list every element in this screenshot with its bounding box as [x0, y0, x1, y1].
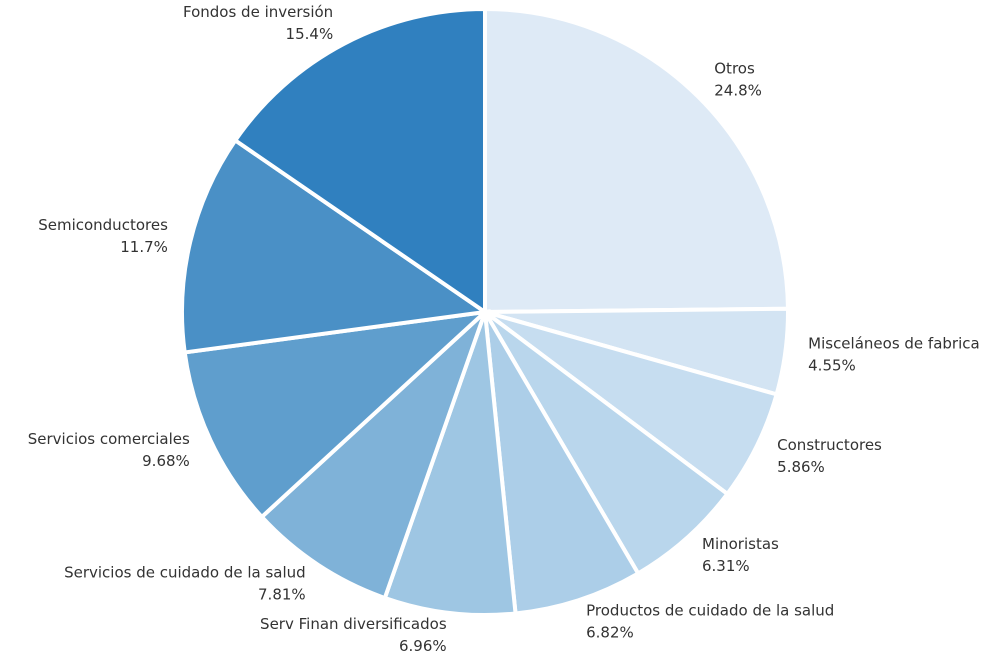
pie-slice [483, 6, 791, 315]
slice-label: Serv Finan diversificados [260, 615, 447, 633]
slice-label: Fondos de inversión [183, 3, 333, 21]
pie-slice [182, 309, 492, 520]
slice-label: Productos de cuidado de la salud [586, 601, 834, 619]
pie-slice [382, 311, 518, 617]
pie-slice [258, 310, 487, 601]
slice-value-label: 7.81% [258, 586, 306, 604]
slice-value-label: 4.55% [808, 356, 856, 374]
slice-value-label: 9.68% [142, 452, 190, 470]
slice-value-label: 6.82% [586, 623, 634, 641]
slice-value-label: 6.96% [399, 637, 447, 655]
slice-label: Otros [714, 60, 755, 78]
slice-value-label: 15.4% [286, 25, 334, 43]
slice-label: Semiconductores [38, 216, 168, 234]
slice-value-label: 6.31% [702, 557, 750, 575]
slice-label: Minoristas [702, 535, 779, 553]
slice-value-label: 5.86% [777, 458, 825, 476]
slice-label: Servicios de cuidado de la salud [64, 564, 306, 582]
slice-value-label: 24.8% [714, 82, 762, 100]
pie-slice [180, 137, 491, 355]
slice-label: Misceláneos de fabrica [808, 334, 980, 352]
slice-label: Constructores [777, 436, 882, 454]
slice-label: Servicios comerciales [28, 430, 190, 448]
pie-slice [483, 310, 731, 577]
slice-value-label: 11.7% [120, 238, 168, 256]
pie-slice [483, 310, 641, 616]
pie-slice [232, 6, 487, 316]
